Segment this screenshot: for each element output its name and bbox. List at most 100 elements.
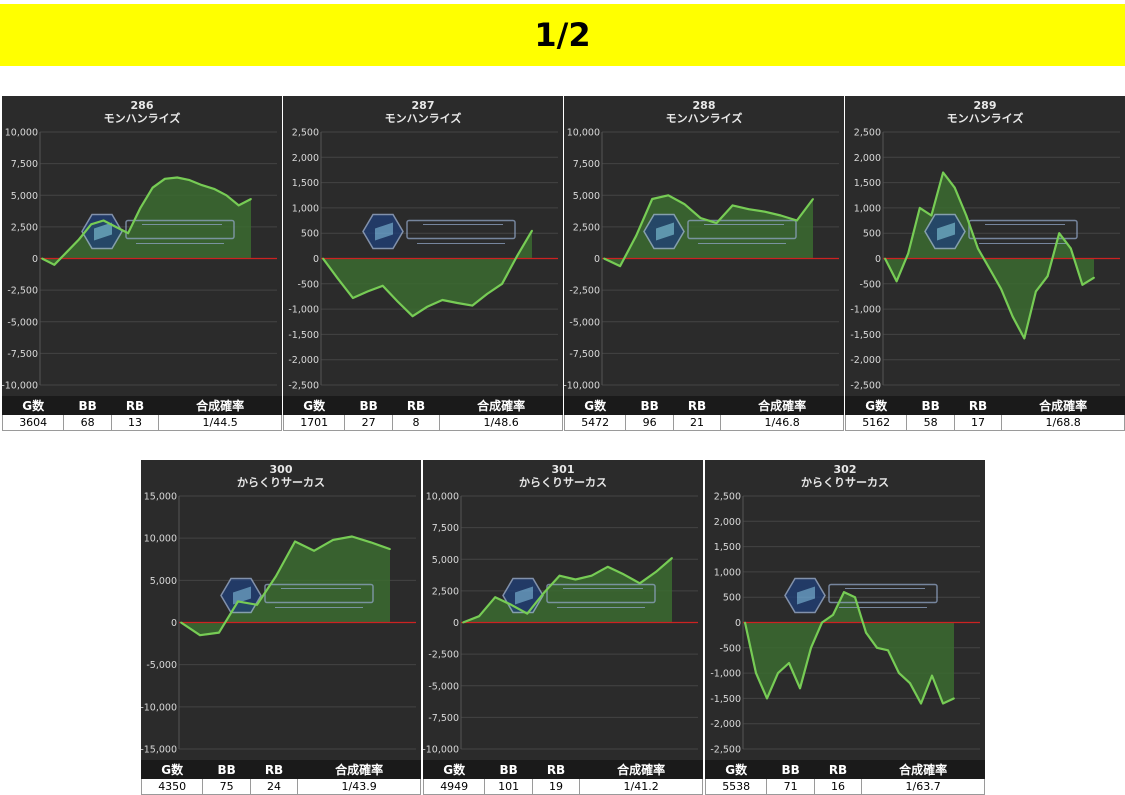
data-point xyxy=(854,596,856,599)
data-point xyxy=(1046,275,1049,278)
data-point xyxy=(78,238,80,241)
header-rb: RB xyxy=(531,760,581,779)
data-point xyxy=(294,540,296,543)
page-banner: 1/2 xyxy=(0,4,1125,66)
data-point xyxy=(965,214,968,217)
data-point xyxy=(755,672,757,674)
stat-rate: 1/46.8 xyxy=(720,414,844,431)
y-tick-label: -7,500 xyxy=(7,349,38,360)
chart-title: 286 モンハンライズ xyxy=(2,99,282,125)
data-point xyxy=(812,198,814,200)
y-tick-label: -2,500 xyxy=(288,381,319,392)
y-tick-label: -2,000 xyxy=(710,719,741,730)
data-point xyxy=(526,612,529,615)
data-point xyxy=(796,219,798,222)
data-point xyxy=(931,674,933,677)
data-point xyxy=(988,267,991,270)
y-tick-label: -1,500 xyxy=(850,330,881,341)
data-point xyxy=(699,217,702,219)
data-point xyxy=(942,171,944,174)
machine-name: からくりサーカス xyxy=(801,476,889,489)
stat-rb: 13 xyxy=(110,414,160,431)
data-point xyxy=(102,219,105,222)
area-chart: 15,000 10,000 5,000 0 -5,000 -10,000 -15,000 xyxy=(141,492,416,756)
data-point xyxy=(590,574,593,577)
data-point xyxy=(918,207,921,209)
data-point xyxy=(213,188,216,190)
data-point xyxy=(1093,276,1095,279)
chart-title: 288 モンハンライズ xyxy=(564,99,844,125)
data-point xyxy=(747,208,750,211)
machine-number: 301 xyxy=(551,463,575,476)
data-point xyxy=(127,232,129,235)
data-point xyxy=(471,304,474,307)
area-chart: 2,500 2,000 1,500 1,000 500 0 -500 -1,000 -1,500… xyxy=(710,492,980,756)
area-fill xyxy=(604,195,813,267)
machine-panel-300: 15,000 10,000 5,000 0 -5,000 -10,000 -15,000 30… xyxy=(140,460,421,795)
stat-games: 3604 xyxy=(1,414,65,431)
y-tick-label: -1,000 xyxy=(850,305,881,316)
y-tick-label: 0 xyxy=(594,254,600,265)
machine-number: 288 xyxy=(692,99,716,112)
data-point xyxy=(821,621,823,624)
stat-rb: 17 xyxy=(953,414,1003,431)
data-point xyxy=(655,571,657,573)
header-bb: BB xyxy=(484,760,533,779)
data-point xyxy=(494,596,497,599)
machine-name: モンハンライズ xyxy=(103,112,181,125)
stat-rate: 1/68.8 xyxy=(1001,414,1125,431)
header-games: G数 xyxy=(422,760,486,779)
header-games: G数 xyxy=(1,396,65,415)
header-rate: 合成確率 xyxy=(720,396,844,415)
data-point xyxy=(411,315,414,318)
data-point xyxy=(619,265,621,267)
y-tick-label: 5,000 xyxy=(150,576,177,587)
data-point xyxy=(1011,315,1014,318)
y-tick-label: -2,500 xyxy=(428,650,459,661)
area-chart: 2,500 2,000 1,500 1,000 500 0 -500 -1,000 -1,500… xyxy=(850,128,1120,392)
stat-bb: 68 xyxy=(63,414,112,431)
data-point xyxy=(1058,232,1061,235)
data-point xyxy=(715,222,718,224)
y-tick-label: 5,000 xyxy=(11,191,38,202)
data-point xyxy=(237,204,240,207)
data-point xyxy=(953,186,956,189)
data-point xyxy=(683,203,686,205)
data-point xyxy=(510,603,513,606)
data-point xyxy=(635,234,638,237)
header-rb: RB xyxy=(813,760,863,779)
y-tick-label: -5,000 xyxy=(428,681,459,692)
chart-title: 300 からくりサーカス xyxy=(141,463,421,489)
y-tick-label: 1,500 xyxy=(854,178,881,189)
header-rb: RB xyxy=(953,396,1003,415)
data-point xyxy=(942,702,944,705)
data-point xyxy=(876,646,878,649)
y-tick-label: 1,000 xyxy=(292,203,319,214)
y-tick-label: 2,000 xyxy=(854,153,881,164)
stat-bb: 96 xyxy=(625,414,674,431)
stat-games: 5162 xyxy=(844,414,908,431)
data-point xyxy=(930,214,933,217)
y-tick-label: 10,000 xyxy=(5,128,38,139)
chart-title: 302 からくりサーカス xyxy=(705,463,985,489)
series-line xyxy=(462,557,673,624)
data-point xyxy=(731,204,734,207)
data-point xyxy=(651,198,654,200)
stats-table: G数 BB RB 合成確率 4350 75 24 1/43.9 xyxy=(140,760,421,795)
y-tick-label: 0 xyxy=(313,254,319,265)
data-point xyxy=(366,290,369,293)
y-tick-label: -7,500 xyxy=(569,349,600,360)
header-bb: BB xyxy=(344,396,393,415)
stat-games: 5472 xyxy=(563,414,627,431)
data-point xyxy=(370,541,372,544)
series-line xyxy=(41,176,252,266)
data-point xyxy=(810,646,812,649)
series-line xyxy=(180,535,391,637)
data-point xyxy=(90,223,93,226)
series-line xyxy=(743,591,955,705)
data-point xyxy=(763,210,766,213)
data-point xyxy=(322,257,324,260)
chart-area: 2,500 2,000 1,500 1,000 500 0 -500 -1,000 -1,500… xyxy=(283,96,563,396)
machine-panel-302: 2,500 2,000 1,500 1,000 500 0 -500 -1,000 -1,500… xyxy=(704,460,985,795)
y-tick-label: -500 xyxy=(297,279,319,290)
